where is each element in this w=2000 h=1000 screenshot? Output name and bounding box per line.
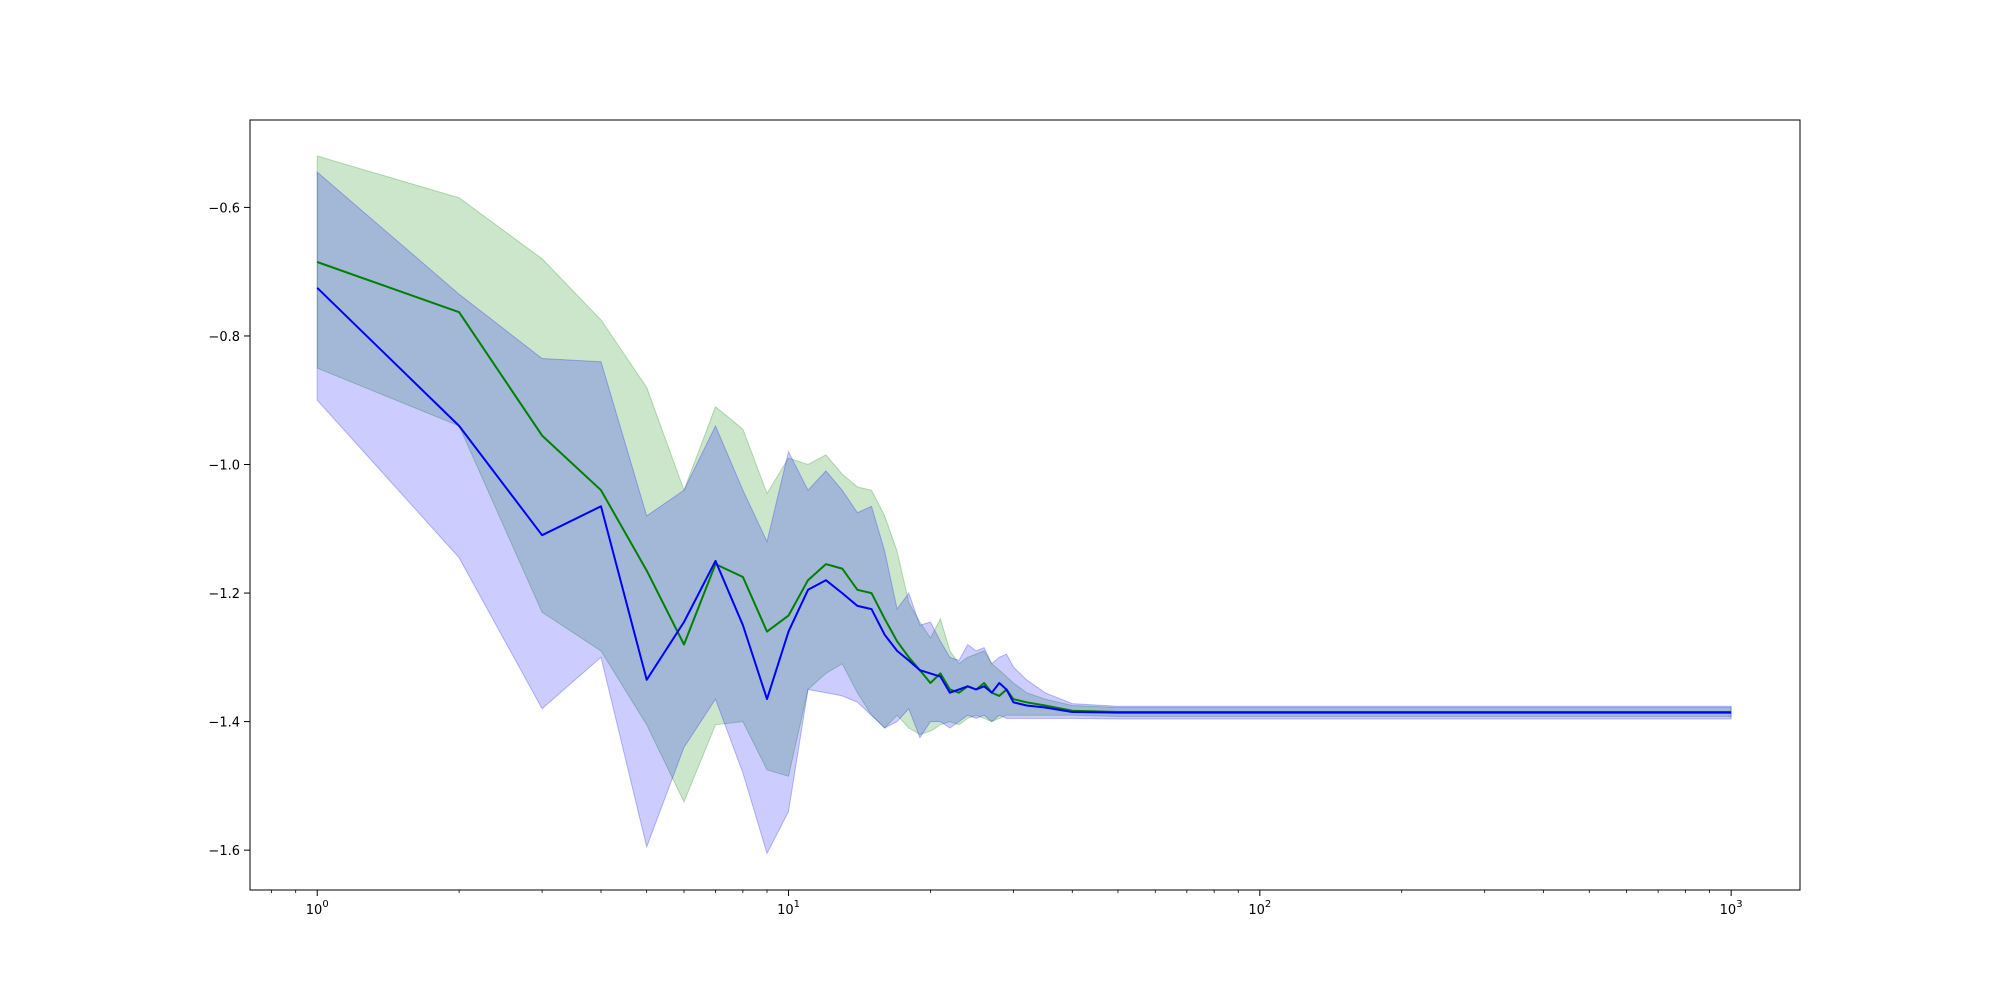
y-tick-label: −1.6 [208, 844, 240, 859]
y-tick-label: −1.0 [208, 459, 240, 474]
series-lines [316, 261, 1732, 714]
band-series-1 [316, 155, 1732, 804]
x-tick-label: 102 [1248, 899, 1271, 918]
y-tick-label: −1.2 [208, 587, 240, 602]
x-tick-label: 101 [777, 899, 800, 918]
confidence-bands [316, 155, 1732, 855]
y-tick-label: −0.8 [208, 330, 240, 345]
line-series-2 [316, 287, 1732, 714]
x-tick-label: 100 [306, 899, 329, 918]
y-tick-label: −1.4 [208, 716, 240, 731]
x-tick-label: 103 [1720, 899, 1743, 918]
x-axis: 100 101 102 103 [271, 890, 1743, 918]
y-axis: −0.6 −0.8 −1.0 −1.2 −1.4 −1.6 [208, 201, 250, 859]
plot-frame [249, 119, 1801, 891]
band-series-2 [316, 171, 1732, 855]
y-tick-label: −0.6 [208, 201, 240, 216]
